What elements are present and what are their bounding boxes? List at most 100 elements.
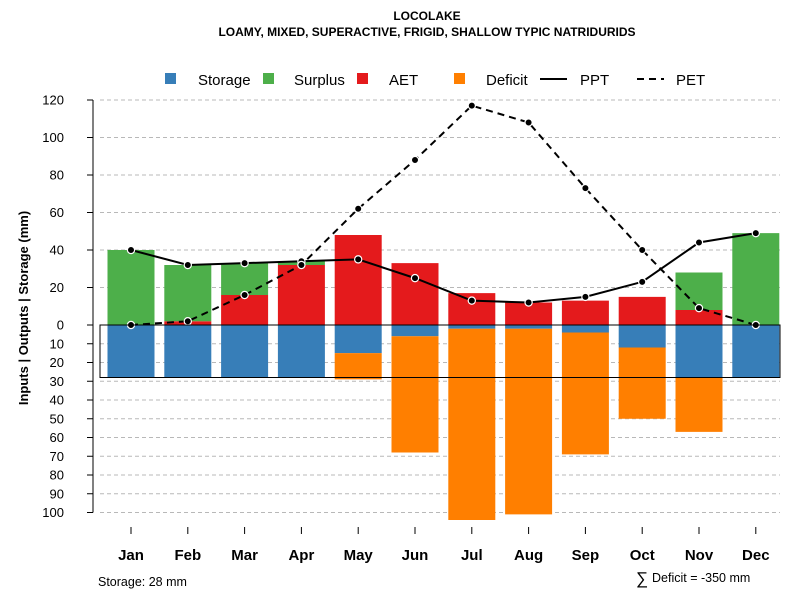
deficit-bar bbox=[561, 332, 609, 455]
legend: Storage Surplus AET Deficit PPT PET bbox=[165, 72, 705, 89]
deficit-bar bbox=[505, 328, 553, 515]
y-tick-label: 100 bbox=[42, 130, 64, 145]
aet-bar bbox=[221, 295, 269, 325]
deficit-bar bbox=[618, 347, 666, 419]
aet-bar bbox=[675, 310, 723, 325]
ppt-point bbox=[638, 277, 647, 287]
ppt-point bbox=[183, 260, 192, 270]
ppt-point bbox=[581, 292, 590, 302]
y-tick-label: 100 bbox=[42, 505, 64, 520]
pet-point bbox=[467, 101, 476, 110]
legend-ppt-label: PPT bbox=[580, 72, 609, 89]
x-tick-label: Aug bbox=[514, 547, 543, 564]
ppt-point bbox=[694, 238, 704, 247]
y-tick-label: 40 bbox=[50, 243, 64, 258]
pet-point bbox=[183, 317, 192, 326]
y-tick-label: 30 bbox=[50, 374, 64, 389]
legend-aet-swatch bbox=[357, 73, 368, 84]
y-tick-label: 70 bbox=[50, 449, 64, 464]
pet-point bbox=[638, 245, 647, 255]
ppt-line bbox=[130, 232, 756, 304]
storage-bar bbox=[732, 325, 780, 378]
x-tick-label: Feb bbox=[174, 547, 201, 564]
storage-bar bbox=[505, 325, 553, 329]
legend-aet-label: AET bbox=[389, 72, 418, 89]
bars bbox=[107, 233, 780, 520]
x-tick-label: Jan bbox=[118, 547, 144, 564]
storage-bar bbox=[334, 325, 382, 354]
storage-bar bbox=[618, 325, 666, 348]
ppt-point bbox=[126, 245, 136, 255]
y-tick-label: 60 bbox=[50, 205, 64, 220]
y-tick-label: 60 bbox=[50, 430, 64, 445]
storage-bar bbox=[448, 325, 496, 329]
pet-point bbox=[354, 204, 363, 213]
x-tick-label: May bbox=[344, 547, 374, 564]
ppt-point bbox=[410, 273, 420, 283]
y-tick-label: 120 bbox=[42, 93, 64, 108]
pet-point bbox=[581, 183, 590, 193]
surplus-bar bbox=[221, 263, 269, 295]
storage-note: Storage: 28 mm bbox=[98, 575, 187, 589]
y-tick-label: 20 bbox=[50, 280, 64, 295]
pet-point bbox=[297, 260, 306, 270]
pet-line bbox=[130, 104, 757, 326]
y-tick-label: 20 bbox=[50, 355, 64, 370]
legend-storage-swatch bbox=[165, 73, 176, 84]
y-tick-label: 40 bbox=[50, 393, 64, 408]
deficit-bar bbox=[448, 328, 496, 520]
y-tick-label: 0 bbox=[57, 318, 64, 333]
surplus-bar bbox=[164, 265, 212, 322]
storage-bar bbox=[277, 325, 325, 378]
x-tick-label: Apr bbox=[288, 547, 314, 564]
deficit-bar bbox=[334, 353, 382, 380]
y-tick-label: 90 bbox=[50, 486, 64, 501]
x-tick-label: Jul bbox=[461, 547, 483, 564]
chart-title: LOCOLAKE bbox=[393, 9, 460, 23]
aet-bar bbox=[618, 296, 666, 325]
legend-deficit-label: Deficit bbox=[486, 72, 529, 89]
deficit-note: Deficit = -350 mm bbox=[652, 571, 750, 585]
storage-capacity-box bbox=[99, 324, 781, 378]
y-tick-label: 50 bbox=[50, 411, 64, 426]
surplus-bar bbox=[732, 233, 780, 325]
x-tick-label: Sep bbox=[572, 547, 600, 564]
deficit-bar bbox=[675, 377, 723, 432]
pet-point bbox=[694, 303, 704, 313]
chart-subtitle: LOAMY, MIXED, SUPERACTIVE, FRIGID, SHALL… bbox=[218, 25, 635, 39]
x-tick-label: Nov bbox=[685, 547, 714, 564]
storage-bar bbox=[561, 325, 609, 333]
x-tick-label: Jun bbox=[402, 547, 429, 564]
x-tick-label: Dec bbox=[742, 547, 770, 564]
aet-bar bbox=[334, 235, 382, 325]
sum-symbol: ∑ bbox=[636, 569, 648, 588]
ppt-point bbox=[467, 296, 476, 305]
ppt-point bbox=[524, 298, 533, 307]
y-tick-label: 80 bbox=[50, 168, 64, 183]
legend-deficit-swatch bbox=[454, 73, 465, 84]
surplus-bar bbox=[107, 250, 155, 325]
x-tick-label: Mar bbox=[231, 547, 258, 564]
aet-bar bbox=[505, 302, 553, 325]
ppt-point bbox=[751, 228, 761, 238]
legend-pet-label: PET bbox=[676, 72, 705, 89]
axes: 0 20 40 60 80 100 120 10 20 30 40 50 60 70 80 90 100 Jan F… bbox=[42, 93, 781, 564]
storage-bar bbox=[391, 325, 439, 337]
pet-point bbox=[240, 290, 249, 300]
legend-storage-label: Storage bbox=[198, 72, 251, 89]
y-tick-label: 80 bbox=[50, 468, 64, 483]
ppt-point bbox=[354, 255, 363, 264]
deficit-bar bbox=[391, 336, 439, 453]
aet-bar bbox=[277, 265, 325, 325]
ppt-point bbox=[240, 258, 249, 268]
surplus-bar bbox=[675, 272, 723, 310]
legend-surplus-swatch bbox=[263, 73, 274, 84]
x-tick-label: Oct bbox=[630, 547, 655, 564]
legend-surplus-label: Surplus bbox=[294, 72, 345, 89]
storage-bar bbox=[164, 325, 212, 378]
y-axis-label: Inputs | Outputs | Storage (mm) bbox=[16, 211, 31, 405]
pet-point bbox=[410, 155, 420, 165]
series-lines bbox=[126, 101, 761, 330]
storage-bar bbox=[107, 325, 155, 378]
y-tick-label: 10 bbox=[50, 336, 64, 351]
